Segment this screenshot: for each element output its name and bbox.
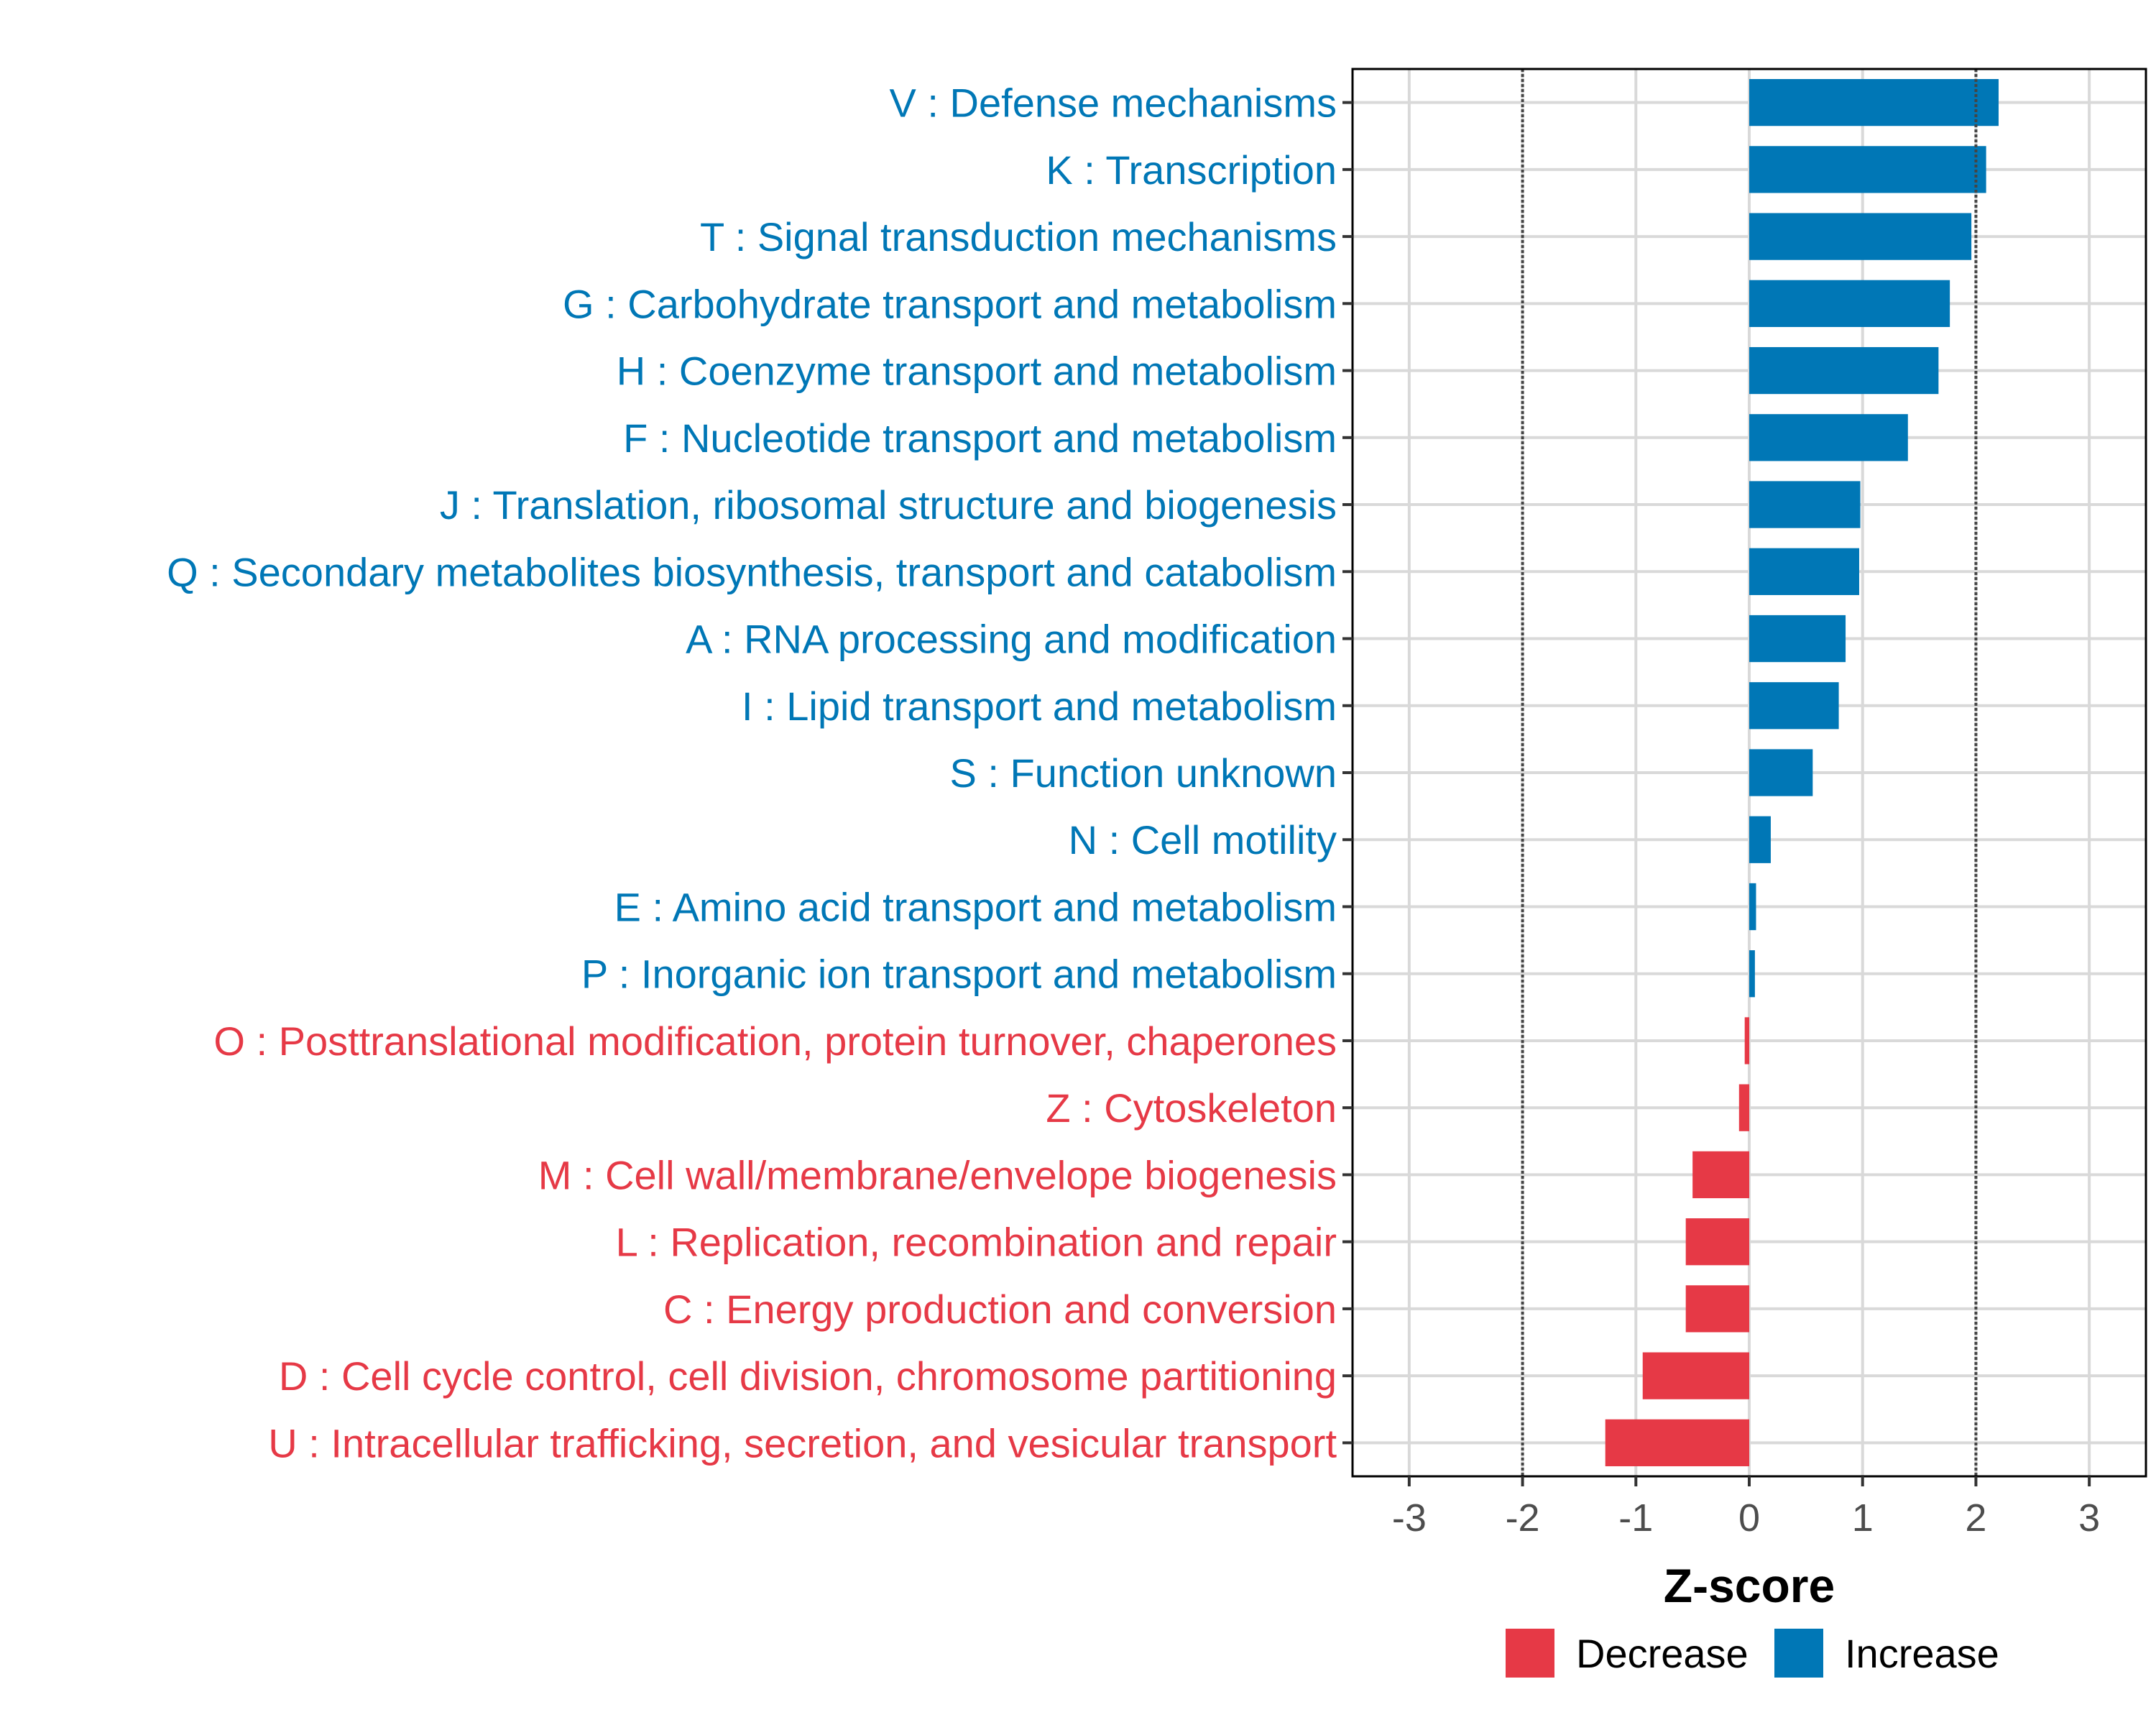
bar [1749, 213, 1972, 260]
y-tick-label: E : Amino acid transport and metabolism [614, 884, 1337, 929]
y-tick-label: K : Transcription [1046, 147, 1337, 193]
bar [1738, 1084, 1749, 1131]
legend-swatch-increase [1774, 1629, 1823, 1678]
reference-lines [1521, 69, 1978, 1476]
bar [1749, 816, 1771, 863]
bar [1749, 78, 1999, 126]
x-tick-label: -3 [1392, 1496, 1427, 1540]
x-tick-label: 0 [1738, 1496, 1760, 1540]
x-tick-label: 2 [1965, 1496, 1986, 1540]
y-axis: V : Defense mechanisms K : Transcription T… [167, 80, 1353, 1466]
x-tick-label: -2 [1506, 1496, 1540, 1540]
legend: Decrease Increase [1506, 1629, 1999, 1678]
bar [1749, 615, 1846, 663]
bar [1685, 1285, 1749, 1333]
bar [1749, 481, 1861, 528]
y-tick-label: I : Lipid transport and metabolism [742, 684, 1337, 729]
y-tick-label: L : Replication, recombination and repai… [616, 1220, 1337, 1265]
y-tick-label: P : Inorganic ion transport and metaboli… [581, 952, 1337, 997]
bar [1685, 1218, 1749, 1266]
bar [1749, 146, 1986, 193]
legend-label-increase: Increase [1845, 1631, 1999, 1676]
x-tick-label: -1 [1618, 1496, 1653, 1540]
y-tick-label: F : Nucleotide transport and metabolism [623, 415, 1337, 461]
y-tick-label: M : Cell wall/membrane/envelope biogenes… [538, 1152, 1337, 1197]
bar [1749, 950, 1755, 998]
legend-label-decrease: Decrease [1576, 1631, 1749, 1676]
y-tick-label: S : Function unknown [949, 750, 1337, 796]
y-tick-label: A : RNA processing and modification [686, 617, 1337, 662]
bar [1749, 682, 1839, 730]
bar [1749, 883, 1756, 931]
y-tick-label: H : Coenzyme transport and metabolism [617, 349, 1337, 394]
y-tick-label: Q : Secondary metabolites biosynthesis, … [167, 549, 1337, 594]
bar [1605, 1419, 1749, 1467]
x-axis-title: Z-score [1664, 1559, 1835, 1612]
bar [1692, 1151, 1749, 1199]
y-tick-label: T : Signal transduction mechanisms [700, 214, 1337, 259]
bar [1749, 749, 1813, 796]
bar [1749, 280, 1950, 327]
y-tick-label: U : Intracellular trafficking, secretion… [268, 1420, 1337, 1466]
bar [1749, 548, 1859, 595]
y-tick-label: G : Carbohydrate transport and metabolis… [563, 281, 1337, 326]
x-axis: -3 -2 -1 0 1 2 3 [1392, 1476, 2100, 1540]
bar [1642, 1352, 1749, 1399]
x-tick-label: 3 [2078, 1496, 2100, 1540]
bar [1744, 1017, 1749, 1064]
bar [1749, 346, 1939, 395]
y-tick-label: D : Cell cycle control, cell division, c… [279, 1353, 1337, 1399]
y-tick-label: C : Energy production and conversion [663, 1287, 1337, 1332]
y-tick-label: J : Translation, ribosomal structure and… [440, 482, 1337, 528]
y-tick-label: V : Defense mechanisms [890, 80, 1337, 126]
bar [1749, 414, 1908, 461]
legend-swatch-decrease [1506, 1629, 1554, 1678]
y-tick-label: O : Posttranslational modification, prot… [213, 1018, 1337, 1064]
bars [1605, 78, 1999, 1467]
y-tick-label: Z : Cytoskeleton [1046, 1085, 1337, 1131]
y-tick-label: N : Cell motility [1069, 817, 1337, 862]
x-tick-label: 1 [1852, 1496, 1874, 1540]
